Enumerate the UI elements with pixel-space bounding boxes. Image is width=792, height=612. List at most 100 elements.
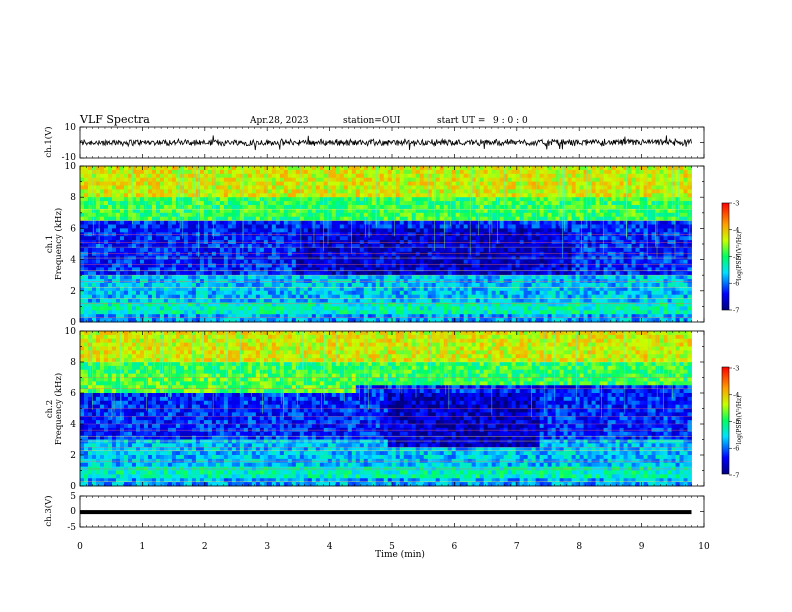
spectrogram-cell bbox=[107, 169, 113, 175]
spectrogram-cell bbox=[179, 216, 185, 221]
spectrogram-cell bbox=[379, 169, 385, 175]
spectrogram-cell bbox=[147, 259, 153, 264]
spectrogram-cell bbox=[119, 216, 125, 221]
spectrogram-cell bbox=[491, 275, 497, 280]
spectrogram-cell bbox=[175, 193, 181, 198]
spectrogram-cell bbox=[127, 290, 133, 296]
spectrogram-cell bbox=[207, 275, 213, 280]
spectrogram-cell bbox=[84, 251, 89, 257]
spectrogram-cell bbox=[319, 275, 325, 280]
spectrogram-cell bbox=[511, 205, 517, 210]
spectrogram-cell bbox=[463, 314, 469, 319]
spectrogram-cell bbox=[455, 169, 461, 175]
spectrogram-cell bbox=[467, 259, 473, 264]
spectrogram-cell bbox=[195, 275, 201, 280]
spectrogram-cell bbox=[319, 166, 325, 171]
spectrogram-cell bbox=[455, 298, 461, 303]
spectrogram-cell bbox=[115, 267, 121, 272]
spectrogram-cell bbox=[243, 220, 249, 225]
spectrogram-cell bbox=[211, 298, 217, 303]
spectrogram-cell bbox=[195, 263, 201, 268]
spectrogram-cell bbox=[419, 298, 425, 303]
spectrogram-cell bbox=[235, 318, 241, 323]
spectrogram-cell bbox=[243, 185, 249, 190]
spectrogram-cell bbox=[403, 189, 409, 194]
spectrogram-cell bbox=[435, 302, 441, 307]
spectrogram-cell bbox=[391, 216, 397, 221]
spectrogram-cell bbox=[127, 259, 133, 264]
spectrogram-cell bbox=[483, 244, 489, 249]
spectrogram-cell bbox=[483, 314, 489, 319]
spectrogram-cell bbox=[543, 298, 549, 303]
spectrogram-cell bbox=[303, 197, 309, 202]
spectrogram-cell bbox=[367, 197, 373, 202]
spectrogram-cell bbox=[207, 247, 213, 253]
spectrogram-cell bbox=[483, 263, 489, 268]
spectrogram-cell bbox=[423, 189, 429, 194]
spectrogram-cell bbox=[475, 259, 481, 264]
spectrogram-cell bbox=[211, 201, 217, 206]
spectrogram-cell bbox=[131, 181, 137, 186]
spectrogram-cell bbox=[215, 286, 221, 292]
spectrogram-cell bbox=[447, 251, 453, 257]
spectrogram-cell bbox=[175, 212, 181, 218]
spectrogram-cell bbox=[303, 244, 309, 249]
spectrogram-cell bbox=[80, 166, 85, 171]
spectrogram-cell bbox=[399, 189, 405, 194]
spectrogram-cell bbox=[119, 181, 125, 186]
spectrogram-cell bbox=[279, 244, 285, 249]
spectrogram-cell bbox=[311, 290, 317, 296]
spectrogram-cell bbox=[143, 228, 149, 233]
spectrogram-cell bbox=[211, 169, 217, 175]
spectrogram-cell bbox=[455, 310, 461, 315]
spectrogram-cell bbox=[203, 263, 209, 268]
spectrogram-cell bbox=[355, 290, 361, 296]
spectrogram-cell bbox=[391, 205, 397, 210]
spectrogram-cell bbox=[251, 259, 257, 264]
spectrogram-cell bbox=[207, 189, 213, 194]
spectrogram-cell bbox=[127, 283, 133, 288]
spectrogram-cell bbox=[323, 189, 329, 194]
spectrogram-cell bbox=[479, 294, 485, 299]
spectrogram-cell bbox=[323, 298, 329, 303]
spectrogram-cell bbox=[179, 290, 185, 296]
spectrogram-cell bbox=[115, 298, 121, 303]
spectrogram-cell bbox=[275, 283, 281, 288]
spectrogram-cell bbox=[159, 306, 165, 311]
spectrogram-cell bbox=[151, 283, 157, 288]
spectrogram-cell bbox=[283, 208, 289, 214]
spectrogram-cell bbox=[503, 177, 509, 182]
spectrogram-cell bbox=[279, 208, 285, 214]
spectrogram-cell bbox=[287, 212, 293, 218]
spectrogram-cell bbox=[463, 177, 469, 182]
spectrogram-cell bbox=[447, 216, 453, 221]
spectrogram-cell bbox=[551, 251, 557, 257]
spectrogram-cell bbox=[95, 228, 101, 233]
spectrogram-cell bbox=[459, 259, 465, 264]
spectrogram-cell bbox=[119, 267, 125, 272]
spectrogram-cell bbox=[555, 220, 561, 225]
spectrogram-cell bbox=[179, 244, 185, 249]
spectrogram-cell bbox=[283, 271, 289, 276]
spectrogram-cell bbox=[95, 310, 101, 315]
spectrogram-cell bbox=[135, 201, 141, 206]
spectrogram-cell bbox=[207, 208, 213, 214]
spectrogram-cell bbox=[80, 298, 85, 303]
spectrogram-cell bbox=[411, 177, 417, 182]
spectrogram-cell bbox=[123, 236, 129, 241]
spectrogram-cell bbox=[103, 236, 109, 241]
spectrogram-cell bbox=[99, 247, 105, 253]
spectrogram-cell bbox=[299, 224, 305, 229]
spectrogram-cell bbox=[491, 193, 497, 198]
spectrogram-cell bbox=[243, 169, 249, 175]
spectrogram-cell bbox=[391, 220, 397, 225]
spectrogram-cell bbox=[523, 298, 529, 303]
spectrogram-cell bbox=[259, 314, 265, 319]
spectrogram-cell bbox=[343, 166, 349, 171]
spectrogram-cell bbox=[167, 177, 173, 182]
spectrogram-cell bbox=[543, 173, 549, 179]
spectrogram-cell bbox=[319, 314, 325, 319]
spectrogram-cell bbox=[279, 247, 285, 253]
spectrogram-cell bbox=[275, 310, 281, 315]
spectrogram-cell bbox=[363, 251, 369, 257]
